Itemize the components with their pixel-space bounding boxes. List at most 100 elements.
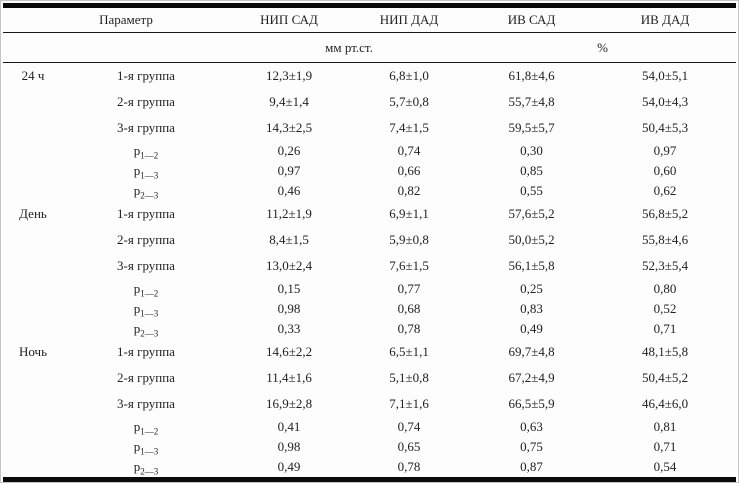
value-cell: 0,74 — [397, 143, 421, 158]
group-label — [3, 89, 63, 115]
value-cell: 52,3±5,4 — [641, 258, 689, 273]
value-cell: 0,78 — [397, 459, 421, 474]
table-header-row: Параметр НИП САД НИП ДАД ИВ САД ИВ ДАД — [3, 8, 737, 33]
value-cell: 14,6±2,2 — [265, 344, 313, 359]
value-cell: 5,1±0,8 — [389, 370, 429, 385]
value-cell: 0,97 — [653, 143, 677, 158]
group-label — [3, 299, 63, 319]
param-label: p1—3 — [133, 163, 159, 181]
value-cell: 50,4±5,3 — [641, 120, 689, 135]
value-cell: 55,7±4,8 — [508, 94, 555, 109]
group-label — [3, 279, 63, 299]
value-cell: 0,74 — [397, 419, 421, 434]
value-cell: 61,8±4,6 — [508, 68, 555, 83]
param-label: p1—2 — [133, 281, 159, 299]
param-label: 2-я группа — [117, 232, 175, 247]
bottom-rule — [3, 477, 736, 482]
param-label: 1-я группа — [117, 206, 175, 221]
table-row: 2-я группа 9,4±1,4 5,7±0,8 55,7±4,8 54,0±4,3 — [3, 89, 736, 115]
value-cell: 0,63 — [520, 419, 543, 434]
value-cell: 54,0±4,3 — [641, 94, 689, 109]
param-label: 3-я группа — [117, 396, 175, 411]
group-label — [3, 417, 63, 437]
value-cell: 0,41 — [277, 419, 301, 434]
value-cell: 0,46 — [277, 183, 301, 198]
value-cell: 56,1±5,8 — [508, 258, 555, 273]
units-mmhg-label: мм рт.ст. — [229, 32, 470, 63]
param-label: p2—3 — [133, 321, 159, 339]
value-cell: 0,25 — [520, 281, 543, 296]
value-cell: 0,26 — [277, 143, 301, 158]
value-cell: 0,55 — [520, 183, 543, 198]
table-row: p1—2 0,41 0,74 0,63 0,81 — [3, 417, 736, 437]
value-cell: 5,9±0,8 — [389, 232, 429, 247]
value-cell: 67,2±4,9 — [508, 370, 555, 385]
table-row: p1—3 0,98 0,65 0,75 0,71 — [3, 437, 736, 457]
top-rule — [3, 3, 736, 8]
value-cell: 0,49 — [277, 459, 301, 474]
table-body: 24 ч 1-я группа 12,3±1,9 6,8±1,0 61,8±4,6 54,… — [3, 63, 736, 478]
value-cell: 6,8±1,0 — [389, 68, 429, 83]
value-cell: 5,7±0,8 — [389, 94, 429, 109]
param-label: 1-я группа — [117, 344, 175, 359]
value-cell: 8,4±1,5 — [269, 232, 309, 247]
param-label: p1—3 — [133, 439, 159, 457]
value-cell: 12,3±1,9 — [265, 68, 313, 83]
group-label — [3, 437, 63, 457]
value-cell: 0,80 — [653, 281, 677, 296]
group-label — [3, 319, 63, 339]
table-row: 3-я группа 16,9±2,8 7,1±1,6 66,5±5,9 46,4±6,… — [3, 391, 736, 417]
group-label — [3, 181, 63, 201]
value-cell: 0,15 — [277, 281, 301, 296]
value-cell: 55,8±4,6 — [641, 232, 689, 247]
units-empty-cell — [3, 32, 230, 63]
table-row: 2-я группа 8,4±1,5 5,9±0,8 50,0±5,2 55,8±4,6 — [3, 227, 736, 253]
value-cell: 6,9±1,1 — [389, 206, 429, 221]
group-label: Ночь — [18, 344, 48, 359]
value-cell: 50,4±5,2 — [641, 370, 689, 385]
value-cell: 7,4±1,5 — [389, 120, 429, 135]
value-cell: 50,0±5,2 — [508, 232, 555, 247]
value-cell: 14,3±2,5 — [265, 120, 313, 135]
group-label — [3, 391, 63, 417]
table-row: p2—3 0,46 0,82 0,55 0,62 — [3, 181, 736, 201]
value-cell: 16,9±2,8 — [265, 396, 313, 411]
table-row: p1—2 0,26 0,74 0,30 0,97 — [3, 141, 736, 161]
table-row: p2—3 0,49 0,78 0,87 0,54 — [3, 457, 736, 477]
statistics-table: Параметр НИП САД НИП ДАД ИВ САД ИВ ДАД м… — [3, 8, 737, 478]
param-label: p2—3 — [133, 459, 159, 477]
value-cell: 9,4±1,4 — [269, 94, 309, 109]
value-cell: 0,98 — [277, 301, 301, 316]
table-row: День 1-я группа 11,2±1,9 6,9±1,1 57,6±5,2 56,… — [3, 201, 736, 227]
table-row: 2-я группа 11,4±1,6 5,1±0,8 67,2±4,9 50,4±5,… — [3, 365, 736, 391]
value-cell: 0,83 — [520, 301, 543, 316]
group-label: 24 ч — [21, 68, 45, 83]
value-cell: 56,8±5,2 — [641, 206, 689, 221]
value-cell: 0,54 — [653, 459, 677, 474]
value-cell: 0,78 — [397, 321, 421, 336]
value-cell: 46,4±6,0 — [641, 396, 689, 411]
group-label — [3, 253, 63, 279]
param-label: p1—2 — [133, 419, 159, 437]
group-label — [3, 365, 63, 391]
value-cell: 0,49 — [520, 321, 543, 336]
column-header-param: Параметр — [3, 8, 230, 33]
units-percent-label: % — [469, 32, 737, 63]
param-label: p1—3 — [133, 301, 159, 319]
value-cell: 57,6±5,2 — [508, 206, 555, 221]
value-cell: 0,81 — [653, 419, 677, 434]
value-cell: 0,71 — [653, 439, 677, 454]
value-cell: 0,77 — [397, 281, 421, 296]
value-cell: 0,85 — [520, 163, 543, 178]
column-header-iv-dad: ИВ ДАД — [594, 8, 737, 33]
value-cell: 7,1±1,6 — [389, 396, 429, 411]
value-cell: 66,5±5,9 — [508, 396, 555, 411]
value-cell: 7,6±1,5 — [389, 258, 429, 273]
value-cell: 0,87 — [520, 459, 543, 474]
table-row: p1—2 0,15 0,77 0,25 0,80 — [3, 279, 736, 299]
value-cell: 0,71 — [653, 321, 677, 336]
param-label: 2-я группа — [117, 94, 175, 109]
group-label — [3, 141, 63, 161]
value-cell: 0,65 — [397, 439, 421, 454]
